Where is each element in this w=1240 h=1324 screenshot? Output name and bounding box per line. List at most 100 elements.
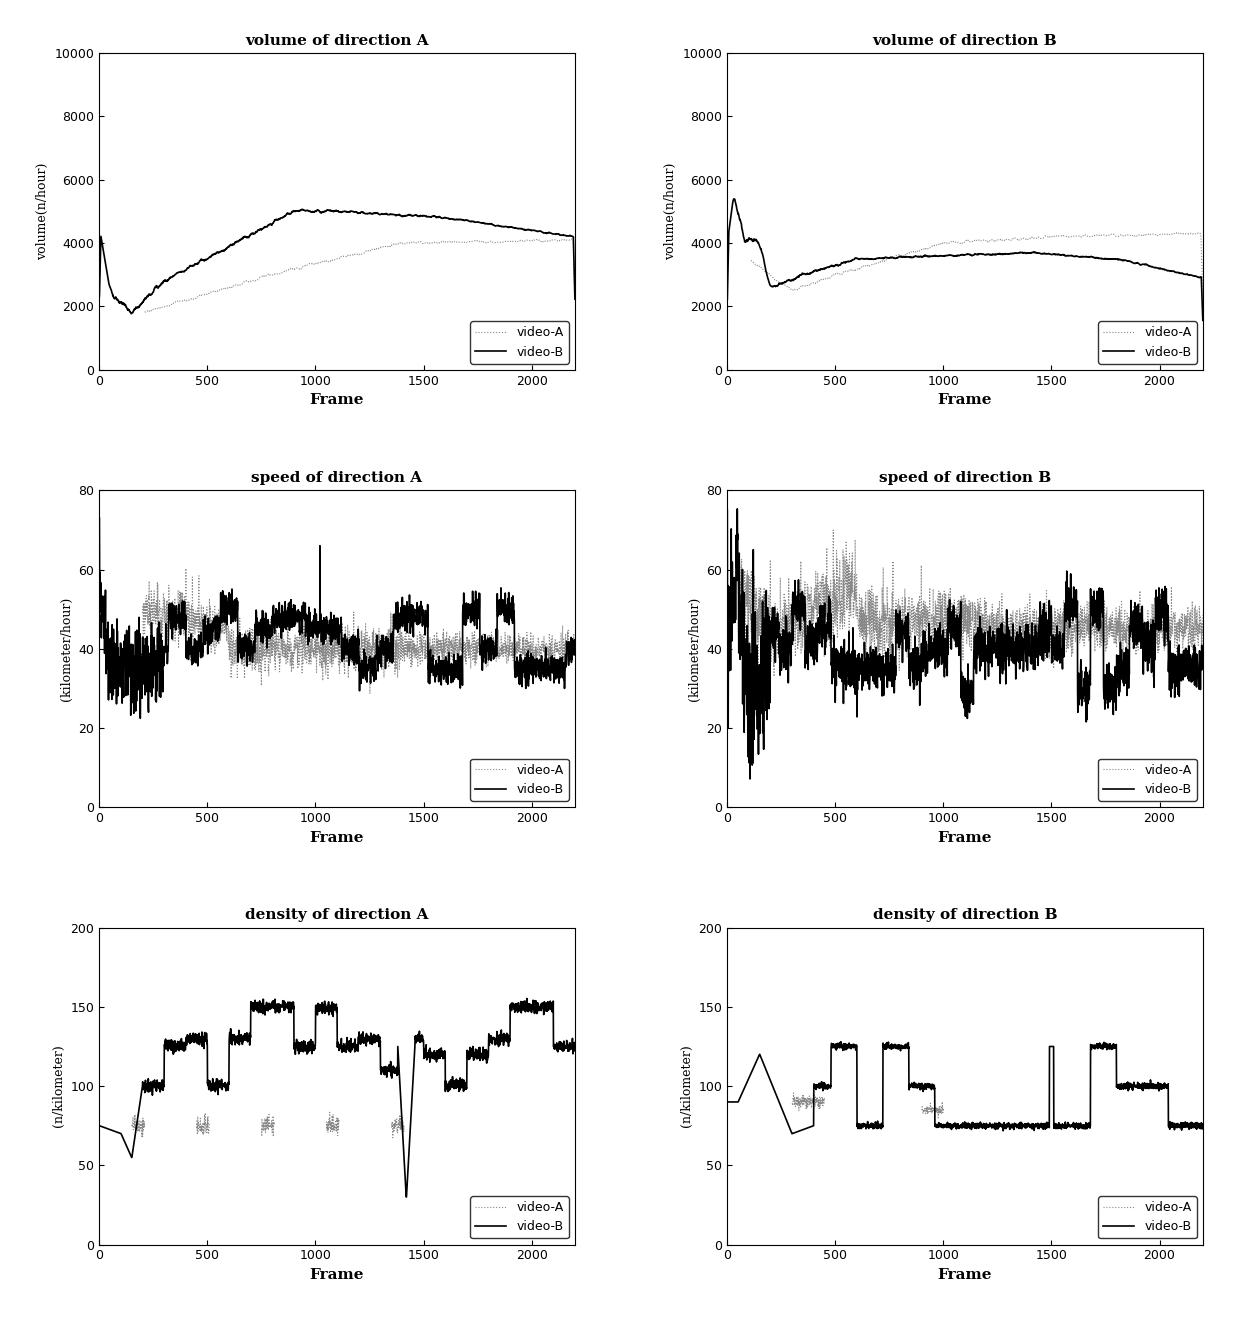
video-B xyxy=(830,257,844,273)
Line: video-A: video-A xyxy=(738,530,1203,686)
Title: density of direction B: density of direction B xyxy=(873,908,1058,923)
video-B xyxy=(427,1043,441,1059)
video-B xyxy=(513,658,528,674)
video-B xyxy=(1055,246,1070,262)
video-B xyxy=(1195,1119,1210,1135)
Legend: video-A, video-B: video-A, video-B xyxy=(470,322,569,364)
video-B xyxy=(568,1041,583,1057)
video-B xyxy=(567,645,582,661)
video-B xyxy=(743,771,758,786)
video-B xyxy=(399,1189,414,1205)
video-B xyxy=(833,1034,848,1050)
video-B xyxy=(727,191,742,207)
video-B xyxy=(92,289,107,305)
video-A xyxy=(392,1116,407,1132)
video-B xyxy=(568,646,583,662)
Legend: video-A, video-B: video-A, video-B xyxy=(1099,759,1197,801)
video-B xyxy=(831,653,846,669)
video-A xyxy=(1194,614,1209,630)
video-A xyxy=(1141,614,1156,630)
video-B xyxy=(720,1094,735,1110)
Title: speed of direction B: speed of direction B xyxy=(879,471,1052,485)
Y-axis label: (n/kilometer): (n/kilometer) xyxy=(52,1045,64,1128)
Line: video-A: video-A xyxy=(145,240,575,312)
video-B xyxy=(1021,662,1035,678)
video-B xyxy=(1164,263,1179,279)
video-A xyxy=(830,265,844,281)
video-B xyxy=(785,1125,800,1141)
video-B xyxy=(520,990,534,1006)
video-B xyxy=(202,1074,217,1090)
Line: video-A: video-A xyxy=(792,1094,944,1117)
video-B xyxy=(1194,657,1209,673)
video-A xyxy=(536,645,551,661)
video-B xyxy=(1021,1119,1035,1135)
Line: video-A: video-A xyxy=(131,1112,404,1137)
video-B xyxy=(92,1117,107,1133)
video-B xyxy=(427,666,441,682)
video-B xyxy=(1164,661,1179,677)
video-A xyxy=(536,234,551,250)
video-A xyxy=(1054,228,1069,244)
X-axis label: Frame: Frame xyxy=(937,830,992,845)
Line: video-B: video-B xyxy=(99,209,575,314)
Legend: video-A, video-B: video-A, video-B xyxy=(470,1196,569,1238)
video-B xyxy=(392,1062,407,1078)
video-B xyxy=(720,291,735,307)
video-B xyxy=(133,710,148,726)
Line: video-B: video-B xyxy=(728,199,1203,320)
video-A xyxy=(1164,579,1179,594)
X-axis label: Frame: Frame xyxy=(937,393,992,408)
video-B xyxy=(1194,287,1209,303)
Legend: video-A, video-B: video-A, video-B xyxy=(1099,1196,1197,1238)
video-A xyxy=(1054,613,1069,629)
Line: video-A: video-A xyxy=(143,568,575,694)
video-A xyxy=(1019,232,1034,248)
video-B xyxy=(830,1035,844,1051)
video-A xyxy=(1019,614,1034,630)
video-B xyxy=(1055,661,1070,677)
video-B xyxy=(537,225,552,241)
Y-axis label: (kilometer/hour): (kilometer/hour) xyxy=(688,597,701,700)
video-B xyxy=(1142,258,1157,274)
video-B xyxy=(537,994,552,1010)
video-B xyxy=(513,1001,528,1017)
video-B xyxy=(568,291,583,307)
video-A xyxy=(567,258,582,274)
Line: video-A: video-A xyxy=(751,233,1203,295)
video-A xyxy=(392,651,407,667)
video-A xyxy=(513,233,528,249)
video-B xyxy=(720,502,735,518)
video-B xyxy=(1055,1116,1070,1132)
video-B xyxy=(1195,661,1210,677)
video-B xyxy=(124,306,139,322)
Y-axis label: (kilometer/hour): (kilometer/hour) xyxy=(60,597,73,700)
video-B xyxy=(567,1035,582,1051)
video-A xyxy=(1194,253,1209,269)
video-B xyxy=(1195,312,1210,328)
video-B xyxy=(513,221,528,237)
X-axis label: Frame: Frame xyxy=(310,830,365,845)
Line: video-B: video-B xyxy=(728,1042,1203,1133)
video-B xyxy=(567,265,582,281)
video-B xyxy=(1019,245,1034,261)
Y-axis label: (n/kilometer): (n/kilometer) xyxy=(680,1045,693,1128)
video-A xyxy=(567,626,582,642)
video-A xyxy=(513,649,528,665)
video-B xyxy=(1194,1121,1209,1137)
video-A xyxy=(568,633,583,649)
video-B xyxy=(1164,1115,1179,1131)
video-B xyxy=(730,500,745,516)
Legend: video-A, video-B: video-A, video-B xyxy=(470,759,569,801)
video-B xyxy=(202,617,217,633)
Line: video-B: video-B xyxy=(99,518,575,718)
video-A xyxy=(427,234,441,250)
Legend: video-A, video-B: video-A, video-B xyxy=(1099,322,1197,364)
Line: video-B: video-B xyxy=(728,508,1203,779)
video-A xyxy=(427,647,441,663)
X-axis label: Frame: Frame xyxy=(310,1268,365,1282)
X-axis label: Frame: Frame xyxy=(937,1268,992,1282)
video-A xyxy=(202,285,217,301)
Title: density of direction A: density of direction A xyxy=(246,908,429,923)
video-A xyxy=(392,236,407,252)
